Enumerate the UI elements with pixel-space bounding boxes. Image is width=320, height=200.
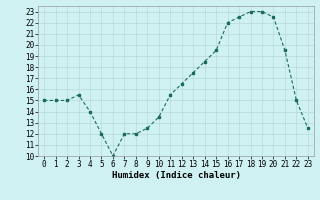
X-axis label: Humidex (Indice chaleur): Humidex (Indice chaleur) bbox=[111, 171, 241, 180]
